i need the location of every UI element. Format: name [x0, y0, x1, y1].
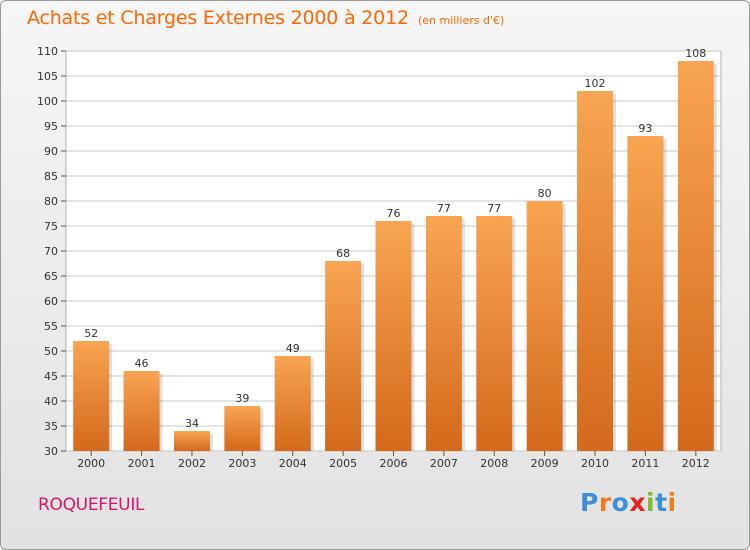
y-tick-label: 105 — [37, 70, 58, 83]
bar — [173, 431, 210, 451]
y-tick-label: 35 — [44, 420, 58, 433]
data-label: 93 — [638, 122, 652, 135]
data-label: 49 — [286, 342, 300, 355]
bars: 52 46 34 39 49 68 76 77 77 80 102 93 108 — [73, 47, 717, 451]
bar — [224, 406, 261, 451]
x-tick-label: 2010 — [581, 457, 609, 470]
data-label: 77 — [487, 202, 501, 215]
logo-letter: t — [655, 488, 668, 517]
chart-title: Achats et Charges Externes 2000 à 2012 — [27, 7, 409, 29]
bar — [73, 341, 110, 451]
logo-letter: i — [667, 488, 677, 517]
bar — [375, 221, 412, 451]
logo-letter: x — [629, 488, 646, 517]
data-label: 108 — [685, 47, 706, 60]
data-label: 39 — [235, 392, 249, 405]
x-tick-label: 2007 — [430, 457, 458, 470]
x-tick-label: 2008 — [480, 457, 508, 470]
x-tick-label: 2001 — [128, 457, 156, 470]
y-tick-label: 100 — [37, 95, 58, 108]
bar — [526, 201, 563, 451]
y-tick-label: 80 — [44, 195, 58, 208]
data-label: 77 — [437, 202, 451, 215]
y-tick-label: 95 — [44, 120, 58, 133]
y-tick-label: 50 — [44, 345, 58, 358]
x-tick-label: 2005 — [329, 457, 357, 470]
bar — [325, 261, 362, 451]
logo-letter: P — [580, 488, 599, 517]
y-axis: 30 35 40 45 50 55 60 65 70 75 80 85 90 95 100 105 110 — [37, 45, 66, 458]
commune-name: ROQUEFEUIL — [38, 495, 145, 515]
y-tick-label: 65 — [44, 270, 58, 283]
data-label: 80 — [538, 187, 552, 200]
x-tick-label: 2000 — [77, 457, 105, 470]
bar — [476, 216, 513, 451]
y-tick-label: 70 — [44, 245, 58, 258]
logo-letter: i — [646, 488, 656, 517]
x-tick-label: 2006 — [380, 457, 408, 470]
y-tick-label: 110 — [37, 45, 58, 58]
y-tick-label: 90 — [44, 145, 58, 158]
x-tick-label: 2009 — [531, 457, 559, 470]
x-tick-label: 2011 — [631, 457, 659, 470]
data-label: 52 — [84, 327, 98, 340]
proxiti-logo: Proxiti — [580, 488, 677, 517]
x-tick-label: 2002 — [178, 457, 206, 470]
data-label: 102 — [585, 77, 606, 90]
y-tick-label: 40 — [44, 395, 58, 408]
logo-letter: r — [598, 488, 612, 517]
y-tick-label: 55 — [44, 320, 58, 333]
data-label: 76 — [387, 207, 401, 220]
chart-unit: (en milliers d'€) — [418, 14, 505, 27]
logo-letter: o — [611, 488, 630, 517]
data-label: 68 — [336, 247, 350, 260]
y-tick-label: 45 — [44, 370, 58, 383]
bar — [425, 216, 462, 451]
bar — [577, 91, 614, 451]
bar — [677, 61, 714, 451]
data-label: 34 — [185, 417, 199, 430]
x-tick-label: 2003 — [228, 457, 256, 470]
y-tick-label: 75 — [44, 220, 58, 233]
x-tick-label: 2004 — [279, 457, 307, 470]
y-tick-label: 85 — [44, 170, 58, 183]
x-axis: 2000 2001 2002 2003 2004 2005 2006 2007 2008 2009… — [77, 451, 710, 470]
bar — [123, 371, 160, 451]
data-label: 46 — [135, 357, 149, 370]
y-tick-label: 30 — [44, 445, 58, 458]
bar — [627, 136, 664, 451]
bar — [274, 356, 311, 451]
x-tick-label: 2012 — [682, 457, 710, 470]
y-tick-label: 60 — [44, 295, 58, 308]
